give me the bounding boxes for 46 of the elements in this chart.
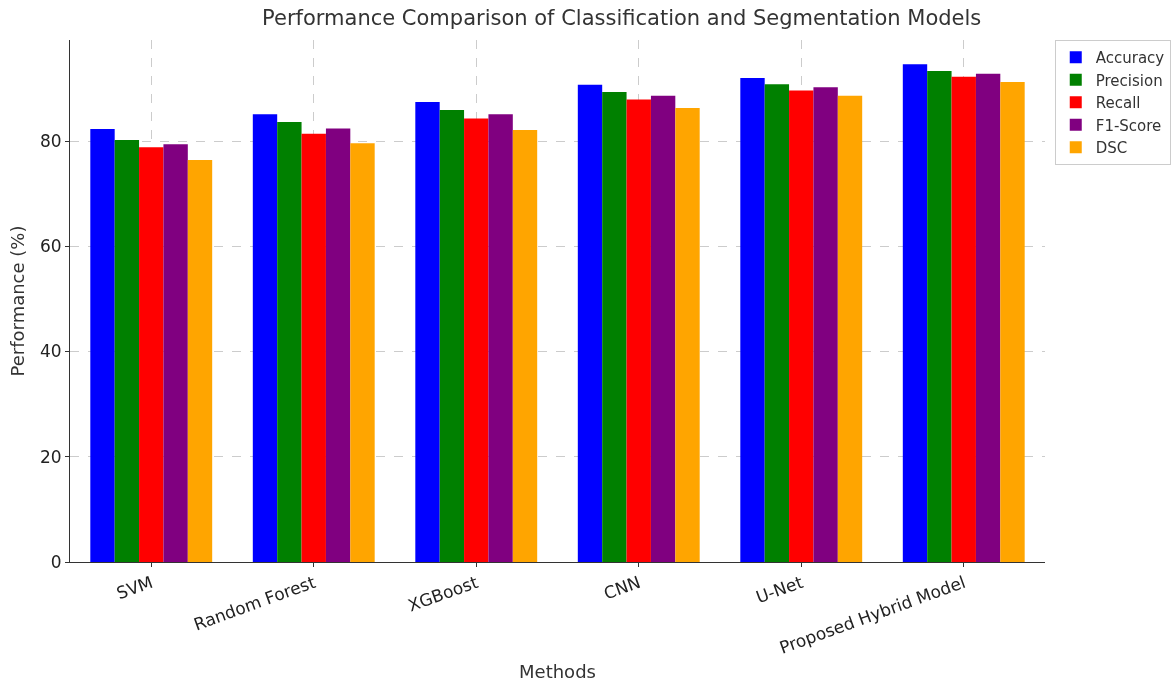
bar <box>512 129 538 562</box>
bar <box>1000 82 1025 562</box>
bar <box>90 128 115 562</box>
bar <box>650 95 676 562</box>
bar <box>252 114 278 562</box>
y-tick-label: 0 <box>50 551 62 572</box>
bar <box>675 107 700 562</box>
x-tick-label: SVM <box>113 571 156 604</box>
bar <box>325 128 351 562</box>
legend-label: Recall <box>1095 94 1141 113</box>
bar <box>764 84 790 562</box>
bar <box>187 159 213 562</box>
bar <box>626 99 651 562</box>
y-axis-title: Performance (%) <box>7 225 28 377</box>
y-tick-label: 20 <box>39 446 62 467</box>
legend-label: Precision <box>1095 71 1163 90</box>
bar <box>415 102 440 562</box>
bar <box>488 114 513 562</box>
legend-label: Accuracy <box>1095 49 1165 68</box>
bar <box>927 71 952 562</box>
legend-label: F1-Score <box>1095 116 1162 135</box>
bar <box>951 76 976 562</box>
x-tick-label: CNN <box>601 571 644 604</box>
x-axis-title: Methods <box>519 661 596 682</box>
bar <box>837 95 863 562</box>
y-tick-label: 60 <box>39 236 62 257</box>
bar <box>277 122 302 562</box>
y-tick-label: 80 <box>39 130 62 151</box>
bar <box>439 109 465 562</box>
bar <box>975 73 1001 562</box>
bar <box>902 64 928 562</box>
bar <box>740 77 765 562</box>
bar <box>139 147 164 562</box>
legend-label: DSC <box>1095 139 1128 158</box>
bar <box>813 87 838 562</box>
bar <box>301 133 326 562</box>
chart-title: Performance Comparison of Classification and Segmentation Models <box>262 5 982 30</box>
bar <box>350 143 375 562</box>
y-tick-label: 40 <box>39 341 62 362</box>
bar <box>114 139 140 562</box>
bar <box>464 118 489 562</box>
x-tick-label: U-Net <box>753 571 806 608</box>
bar <box>789 90 814 562</box>
bar <box>602 92 627 562</box>
bar <box>163 144 188 562</box>
bar <box>577 84 603 562</box>
